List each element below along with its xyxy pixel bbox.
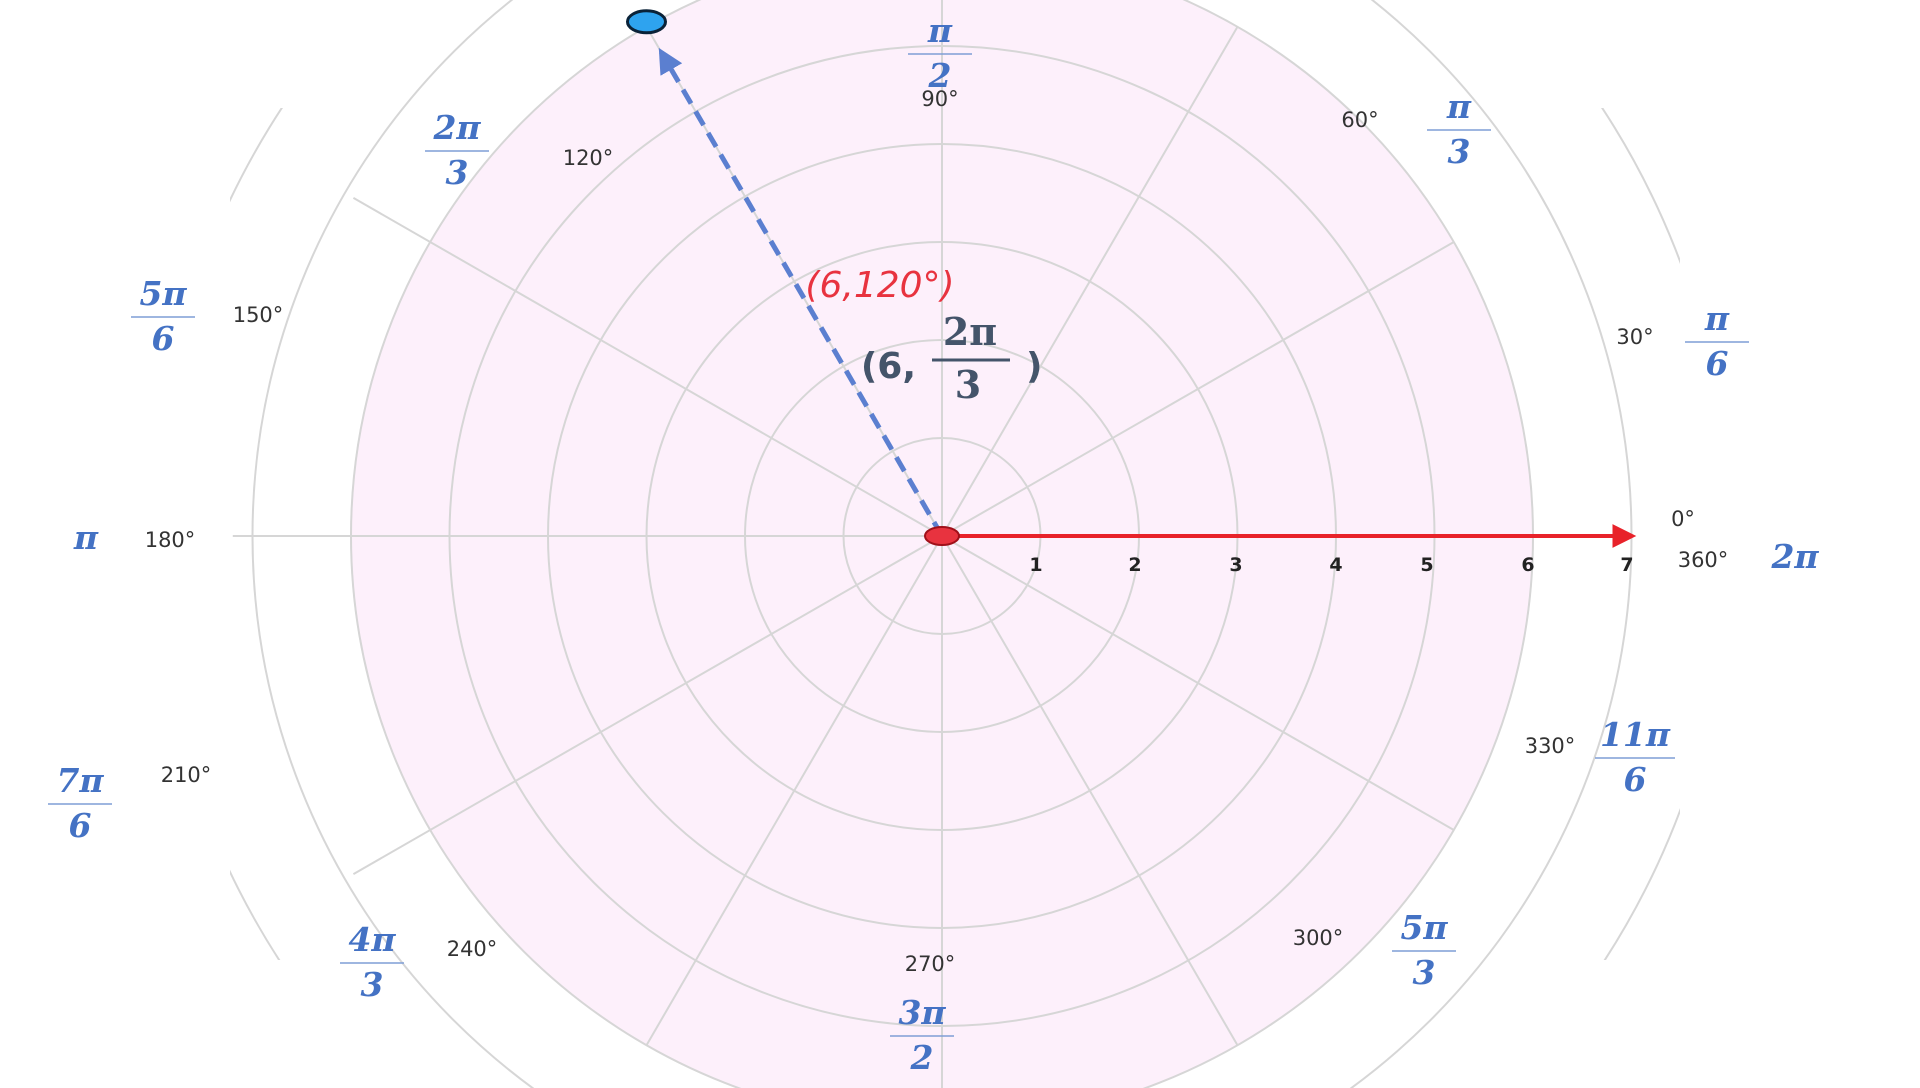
degree-label-240: 240° — [447, 937, 498, 961]
point-label-degrees: (6,120°) — [805, 265, 954, 306]
radian-label-120-numerator: 2π — [432, 108, 481, 147]
degree-labels: 0° 30° 60° 90° 120° 150° 180° 210° 240° 270° 300° 3… — [145, 87, 1729, 976]
spoke-30 — [941, 241, 1455, 537]
spoke-240 — [645, 535, 943, 1046]
degree-label-0: 0° — [1671, 507, 1695, 531]
degree-label-30: 30° — [1616, 325, 1653, 349]
radian-label-180: π — [73, 518, 99, 557]
degree-label-360: 360° — [1678, 548, 1729, 572]
radian-label-330-denominator: 6 — [1624, 760, 1647, 799]
point-label-radians-denominator: 3 — [955, 362, 981, 407]
spoke-300 — [941, 535, 1239, 1046]
radian-label-60-denominator: 3 — [1448, 132, 1471, 171]
point-label-radians-suffix: ) — [1026, 346, 1042, 387]
radian-label-60: π3 — [1427, 87, 1491, 171]
radian-label-120: 2π3 — [425, 108, 489, 192]
radian-label-210: 7π6 — [48, 761, 112, 845]
r-tick-1: 1 — [1029, 554, 1042, 576]
radian-label-240-numerator: 4π — [348, 920, 396, 959]
radian-label-300-numerator: 5π — [1400, 908, 1448, 947]
radian-label-240-denominator: 3 — [361, 965, 384, 1004]
radian-label-90-denominator: 2 — [928, 56, 952, 95]
r-tick-3: 3 — [1229, 554, 1242, 576]
radian-label-150-denominator: 6 — [152, 319, 175, 358]
radian-label-270-numerator: 3π — [898, 993, 946, 1032]
radius-tick-labels: 1 2 3 4 5 6 7 — [1029, 554, 1633, 576]
radian-label-300: 5π3 — [1392, 908, 1456, 992]
radian-label-270-denominator: 2 — [910, 1038, 934, 1077]
radian-label-360-numerator: 2π — [1770, 537, 1819, 576]
point-label-radians-numerator: 2π — [943, 309, 997, 354]
degree-label-150: 150° — [233, 303, 284, 327]
radian-label-330-numerator: 11π — [1600, 715, 1671, 754]
radian-label-150-numerator: 5π — [139, 274, 187, 313]
radian-label-90-numerator: π — [927, 11, 953, 50]
radian-label-270: 3π2 — [890, 993, 954, 1077]
radian-label-90: π2 — [908, 11, 972, 95]
radian-label-120-denominator: 3 — [446, 153, 469, 192]
spoke-150 — [352, 197, 943, 537]
radian-label-360: 2π — [1770, 537, 1819, 576]
point-vector-dashed — [658, 47, 945, 538]
degree-label-90: 90° — [921, 87, 958, 111]
radian-label-240: 4π3 — [340, 920, 404, 1004]
r-tick-5: 5 — [1420, 554, 1433, 576]
degree-label-180: 180° — [145, 528, 196, 552]
r-tick-2: 2 — [1128, 554, 1141, 576]
radian-label-30-numerator: π — [1704, 299, 1730, 338]
radian-label-30: π6 — [1685, 299, 1749, 383]
radian-label-300-denominator: 3 — [1413, 953, 1436, 992]
origin-point — [924, 526, 960, 546]
degree-label-300: 300° — [1293, 926, 1344, 950]
r-tick-6: 6 — [1521, 554, 1534, 576]
point-label-radians: (6, 2π 3 ) — [861, 309, 1043, 407]
degree-label-120: 120° — [563, 146, 614, 170]
plotted-point — [626, 9, 667, 35]
degree-label-210: 210° — [161, 763, 212, 787]
r-tick-4: 4 — [1329, 554, 1342, 576]
degree-label-60: 60° — [1341, 108, 1378, 132]
radian-label-210-denominator: 6 — [69, 806, 92, 845]
spoke-60 — [941, 26, 1239, 537]
radian-label-30-denominator: 6 — [1706, 344, 1729, 383]
radian-label-180-numerator: π — [73, 518, 99, 557]
spoke-330 — [941, 535, 1455, 831]
degree-label-330: 330° — [1525, 734, 1576, 758]
degree-label-270: 270° — [905, 952, 956, 976]
r-tick-7: 7 — [1620, 554, 1633, 576]
spoke-210 — [352, 535, 943, 875]
point-label-radians-prefix: (6, — [861, 346, 916, 387]
radian-label-60-numerator: π — [1446, 87, 1472, 126]
radian-label-150: 5π6 — [131, 274, 195, 358]
radian-label-210-numerator: 7π — [56, 761, 104, 800]
